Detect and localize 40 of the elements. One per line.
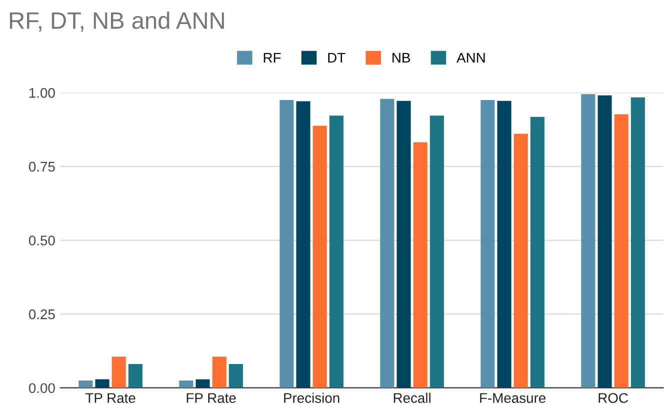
x-tick-label: FP Rate — [186, 393, 236, 403]
bar — [396, 100, 411, 388]
y-tick-label: 0.75 — [28, 162, 55, 172]
bar — [630, 97, 645, 388]
bar — [128, 364, 142, 388]
x-tick-label: Precision — [284, 392, 340, 403]
bar — [581, 94, 596, 388]
bar — [296, 101, 310, 388]
chart-title: RF, DT, NB and ANN — [10, 12, 224, 32]
bar — [514, 134, 528, 388]
bar — [380, 98, 394, 388]
y-tick-label: 0.50 — [28, 236, 55, 246]
x-tick-label: Recall — [394, 392, 430, 403]
bar — [112, 356, 126, 388]
bar — [413, 142, 428, 388]
bar — [530, 116, 544, 388]
bar — [196, 379, 210, 388]
bar — [430, 116, 444, 388]
bar — [497, 100, 512, 388]
y-tick-label: 0.00 — [28, 383, 55, 394]
legend-label: NB — [392, 52, 410, 63]
x-tick-label: ROC — [598, 393, 628, 403]
legend-label: RF — [264, 52, 281, 63]
bar — [480, 100, 495, 388]
bar — [78, 380, 93, 388]
x-tick-label: F-Measure — [480, 393, 546, 403]
y-tick-label: 0.25 — [28, 309, 55, 320]
bar — [329, 116, 344, 388]
legend-label: ANN — [456, 52, 485, 63]
bar — [95, 379, 110, 388]
bar — [228, 364, 243, 388]
legend-label: DT — [328, 52, 346, 63]
x-tick-label: TP Rate — [86, 393, 136, 403]
bar — [212, 356, 226, 388]
bar — [179, 380, 194, 388]
bar — [280, 100, 294, 388]
bar — [598, 95, 612, 388]
y-tick-label: 1.00 — [29, 88, 55, 98]
bar — [312, 126, 327, 388]
bar — [614, 114, 628, 388]
